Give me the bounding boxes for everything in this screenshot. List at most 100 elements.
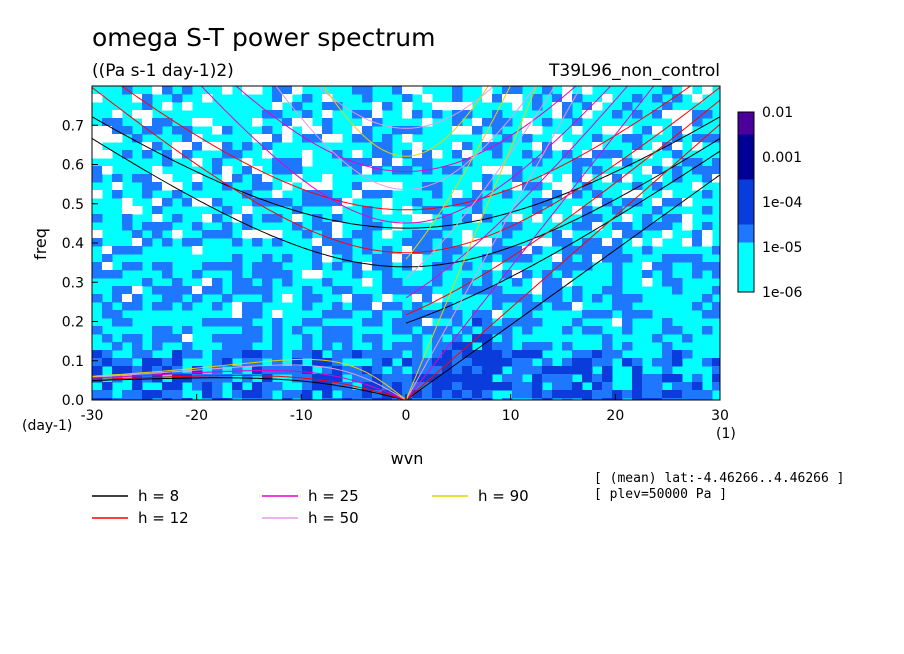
power-cell	[542, 270, 553, 279]
power-cell	[652, 398, 663, 400]
power-cell	[462, 390, 473, 399]
power-cell	[212, 390, 223, 399]
power-cell	[502, 166, 513, 175]
colorbar-band	[738, 134, 754, 180]
power-cell	[252, 310, 263, 319]
power-cell	[512, 358, 523, 367]
power-cell	[692, 302, 703, 311]
power-cell	[372, 150, 383, 159]
power-cell	[542, 198, 553, 207]
power-cell	[502, 350, 513, 359]
legend-label: h = 25	[308, 487, 359, 505]
power-cell	[662, 342, 673, 351]
y-tick-label: 0.7	[62, 118, 84, 134]
power-cell	[682, 198, 693, 207]
power-cell	[432, 326, 443, 335]
power-cell	[142, 102, 153, 111]
power-cell	[502, 270, 513, 279]
power-cell	[162, 390, 173, 399]
power-cell	[362, 86, 373, 95]
power-cell	[702, 238, 713, 247]
power-cell	[242, 230, 253, 239]
power-cell	[442, 390, 453, 399]
y-tick-label: 0.3	[62, 275, 84, 291]
power-cell	[682, 110, 693, 119]
power-cell	[162, 270, 173, 279]
power-cell	[502, 254, 513, 263]
power-cell	[692, 158, 703, 167]
power-cell	[282, 94, 293, 103]
power-cell	[432, 390, 443, 399]
dispersion-curves	[92, 86, 720, 400]
power-cell	[412, 350, 423, 359]
power-cell	[202, 286, 213, 295]
power-cell	[122, 198, 133, 207]
power-cell	[432, 294, 443, 303]
power-cell	[382, 374, 393, 383]
power-cell	[522, 294, 533, 303]
power-cell	[612, 126, 623, 135]
power-cell	[412, 86, 423, 95]
legend-label: h = 50	[308, 509, 359, 527]
power-cell	[122, 150, 133, 159]
power-cell	[142, 142, 153, 151]
power-cell	[442, 238, 453, 247]
power-cell	[532, 350, 543, 359]
power-cell	[542, 374, 553, 383]
power-cell	[152, 222, 163, 231]
power-cell	[592, 198, 603, 207]
power-cell	[242, 222, 253, 231]
power-cell	[322, 246, 333, 255]
power-cell	[522, 310, 533, 319]
power-cell	[202, 318, 213, 327]
power-cell	[262, 390, 273, 399]
power-cell	[262, 126, 273, 135]
power-cell	[602, 246, 613, 255]
power-cell	[422, 94, 433, 103]
power-cell	[102, 246, 113, 255]
power-cell	[412, 318, 423, 327]
power-cell	[532, 342, 543, 351]
power-cell	[362, 118, 373, 127]
power-cell	[482, 86, 493, 95]
power-cell	[372, 310, 383, 319]
power-cell	[452, 358, 463, 367]
power-cell	[522, 326, 533, 335]
power-cell	[652, 358, 663, 367]
power-cell	[122, 294, 133, 303]
power-cell	[542, 86, 553, 95]
power-cell	[652, 222, 663, 231]
power-cell	[542, 398, 553, 400]
x-tick-label: -10	[290, 408, 313, 424]
power-cell	[222, 350, 233, 359]
power-cell	[452, 126, 463, 135]
power-cell	[92, 350, 103, 359]
power-cell	[152, 198, 163, 207]
power-cell	[652, 166, 663, 175]
power-cell	[212, 302, 223, 311]
power-cell	[202, 214, 213, 223]
power-cell	[132, 246, 143, 255]
power-cell	[252, 230, 263, 239]
power-cell	[172, 190, 183, 199]
power-cell	[322, 134, 333, 143]
power-cell	[362, 262, 373, 271]
power-cell	[262, 398, 273, 400]
legend-label: h = 8	[138, 487, 179, 505]
power-cell	[362, 182, 373, 191]
power-cell	[662, 198, 673, 207]
power-cell	[202, 262, 213, 271]
power-cell	[532, 278, 543, 287]
power-cell	[242, 310, 253, 319]
power-cell	[632, 190, 643, 199]
power-cell	[322, 374, 333, 383]
power-cell	[592, 190, 603, 199]
power-cell	[602, 254, 613, 263]
power-cell	[122, 214, 133, 223]
power-cell	[222, 230, 233, 239]
power-cell	[422, 118, 433, 127]
power-cell	[482, 118, 493, 127]
power-cell	[172, 382, 183, 391]
power-cell	[432, 262, 443, 271]
power-cell	[682, 398, 693, 400]
